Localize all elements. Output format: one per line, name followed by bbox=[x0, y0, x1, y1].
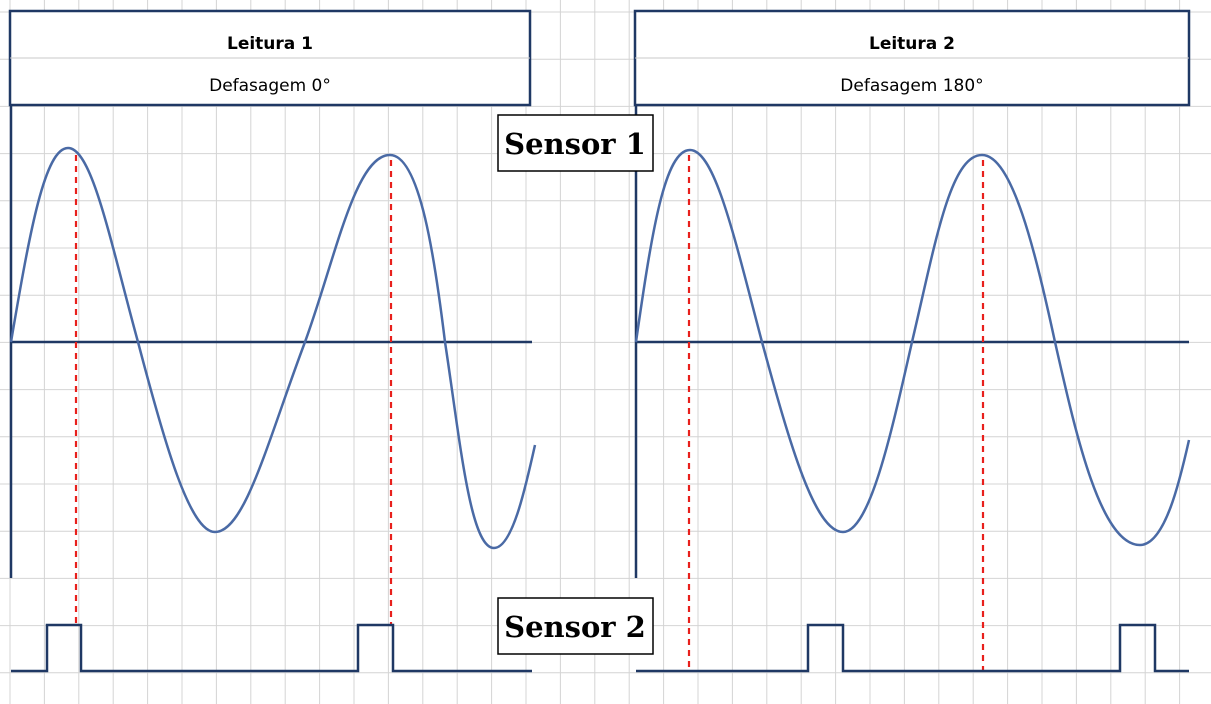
panel-1-sensor-2-pulses bbox=[11, 623, 532, 673]
sensor-1-label-box: Sensor 1 bbox=[497, 114, 654, 172]
panel-leitura-1: Leitura 1 Defasagem 0° bbox=[8, 9, 537, 673]
panel-1-subtitle: Defasagem 0° bbox=[209, 76, 331, 96]
sensor-2-label: Sensor 2 bbox=[504, 610, 646, 644]
panel-2-title: Leitura 2 bbox=[869, 34, 955, 54]
panel-1-title: Leitura 1 bbox=[227, 34, 313, 54]
panel-2-subtitle: Defasagem 180° bbox=[840, 76, 983, 96]
panel-1-sensor-1-wave bbox=[9, 146, 537, 550]
panel-leitura-2: Leitura 2 Defasagem 180° bbox=[633, 9, 1191, 673]
sensor-2-label-box: Sensor 2 bbox=[497, 597, 654, 655]
panel-2-sensor-1-wave bbox=[634, 148, 1191, 547]
panel-2-sensor-2-pulses bbox=[636, 623, 1189, 673]
sensor-1-label: Sensor 1 bbox=[504, 127, 646, 161]
